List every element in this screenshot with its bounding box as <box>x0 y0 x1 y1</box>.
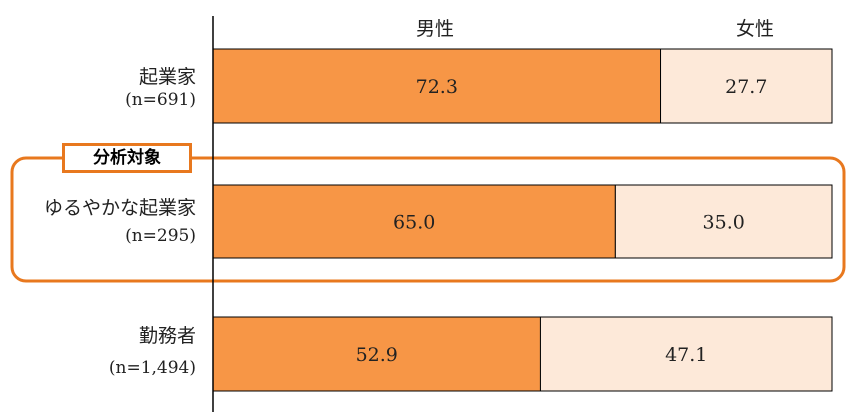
category-label-employee: 勤務者 <box>138 325 196 347</box>
legend-label-male: 男性 <box>415 18 454 40</box>
bar-segment-male-0 <box>212 48 662 124</box>
legend-label-female: 女性 <box>735 18 774 40</box>
data-label-female-1: 35.0 <box>703 212 745 234</box>
category-n-employee: (n=1,494) <box>108 358 196 378</box>
data-label-female-2: 47.1 <box>665 344 707 366</box>
category-n-entrepreneur: (n=691) <box>125 90 196 110</box>
bar-segment-male-1 <box>212 184 616 259</box>
analysis-target-badge: 分析対象 <box>62 143 192 173</box>
data-label-male-1: 65.0 <box>393 212 435 234</box>
category-n-loose-entrepreneur: (n=295) <box>125 226 196 246</box>
highlight-frame <box>10 156 846 283</box>
data-label-male-2: 52.9 <box>356 344 398 366</box>
category-label-loose-entrepreneur: ゆるやかな起業家 <box>43 197 196 219</box>
bar-segment-female-1 <box>614 184 833 259</box>
bar-segment-female-2 <box>539 316 833 392</box>
data-label-female-0: 27.7 <box>725 76 767 98</box>
category-label-entrepreneur: 起業家 <box>138 66 196 88</box>
bar-segment-female-0 <box>660 48 833 124</box>
data-label-male-0: 72.3 <box>416 76 458 98</box>
